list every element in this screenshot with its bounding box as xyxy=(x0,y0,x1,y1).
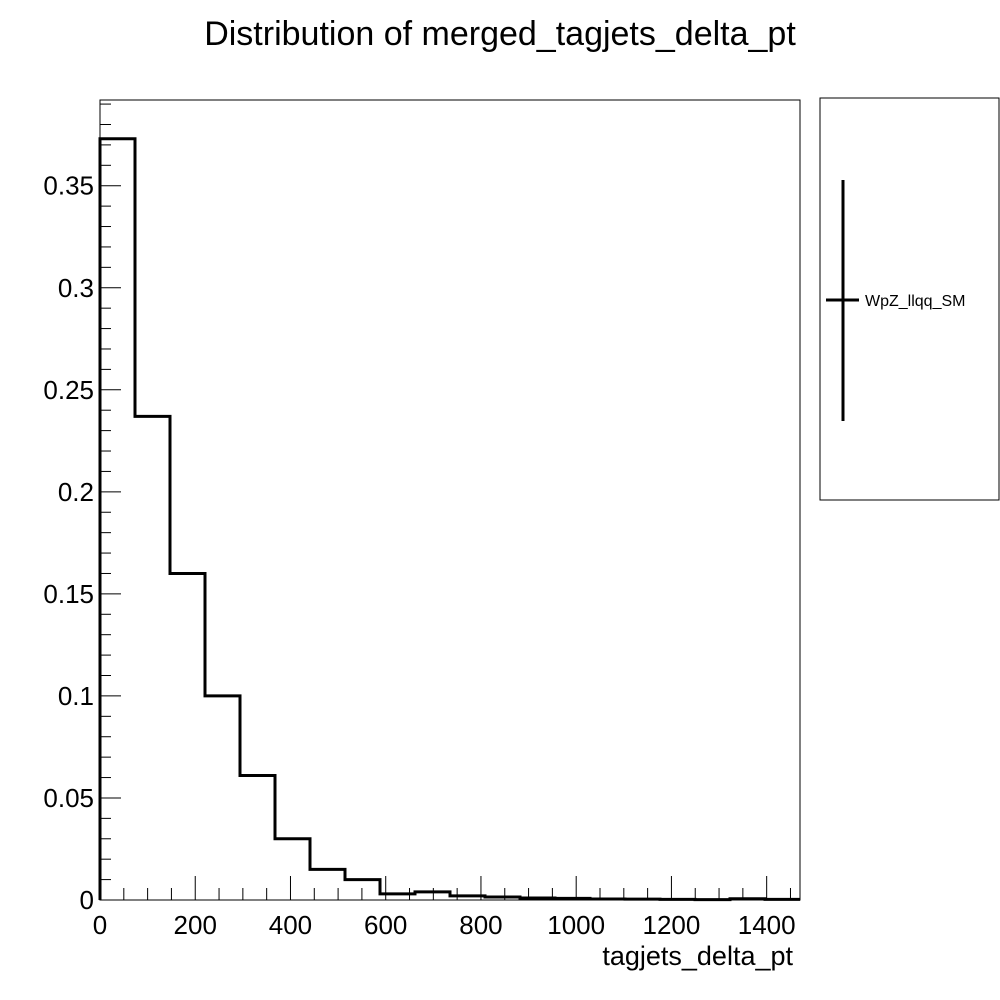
histogram-bin xyxy=(485,897,520,900)
x-tick-label: 200 xyxy=(174,910,217,940)
x-axis-title: tagjets_delta_pt xyxy=(602,941,793,971)
histogram-bin xyxy=(625,899,660,900)
x-tick-label: 800 xyxy=(459,910,502,940)
x-tick-label: 600 xyxy=(364,910,407,940)
histogram-bin xyxy=(170,573,205,900)
histogram-bin xyxy=(380,894,415,900)
x-tick-label: 1400 xyxy=(738,910,796,940)
histogram-bins xyxy=(98,137,800,902)
histogram-bin xyxy=(450,896,485,900)
y-tick-label: 0.25 xyxy=(43,375,94,405)
histogram-bin xyxy=(275,839,310,900)
histogram-bin xyxy=(135,416,170,900)
histogram-bin xyxy=(765,899,800,900)
histogram-bin xyxy=(345,880,380,900)
x-tick-label: 1000 xyxy=(547,910,605,940)
histogram-bin xyxy=(415,892,450,900)
histogram-bin xyxy=(205,696,240,900)
legend: WpZ_llqq_SM xyxy=(819,97,1000,501)
y-tick-label: 0.15 xyxy=(43,579,94,609)
x-tick-label: 0 xyxy=(93,910,107,940)
chart-title: Distribution of merged_tagjets_delta_pt xyxy=(204,15,796,53)
x-axis: 0 200 400 600 800 1000 1200 1400 xyxy=(93,876,796,940)
legend-entry-label: WpZ_llqq_SM xyxy=(865,293,965,310)
histogram-bin xyxy=(660,899,695,900)
histogram-bin xyxy=(555,898,590,900)
histogram-bin xyxy=(310,869,345,900)
y-tick-label: 0.1 xyxy=(58,681,94,711)
x-tick-label: 400 xyxy=(269,910,312,940)
y-tick-label: 0 xyxy=(80,885,94,915)
histogram-bin xyxy=(240,776,275,900)
series-outline xyxy=(98,137,800,902)
y-tick-label: 0.05 xyxy=(43,783,94,813)
y-tick-label: 0.3 xyxy=(58,273,94,303)
histogram-bin xyxy=(590,899,625,900)
y-axis: 0 0.05 0.1 0.15 0.2 0.25 0.3 0.35 xyxy=(43,103,121,915)
histogram-bin xyxy=(730,899,765,900)
x-tick-label: 1200 xyxy=(643,910,701,940)
y-tick-label: 0.35 xyxy=(43,171,94,201)
y-tick-label: 0.2 xyxy=(58,477,94,507)
histogram-bin xyxy=(520,898,555,900)
histogram-bin xyxy=(100,139,135,900)
